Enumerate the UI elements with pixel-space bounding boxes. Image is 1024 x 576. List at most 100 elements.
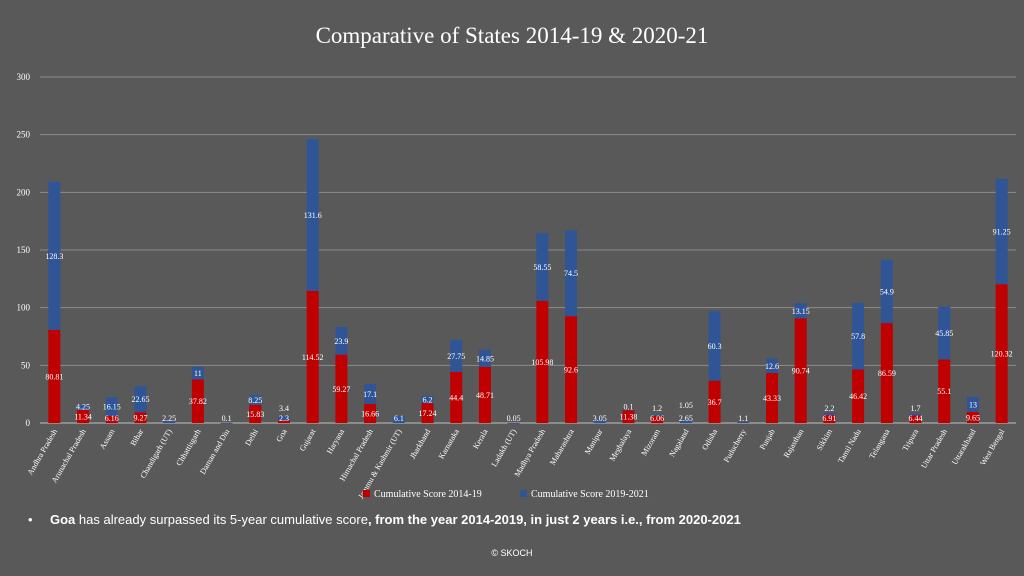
bar-2014-19 (651, 416, 664, 423)
bar-2014-19 (995, 284, 1008, 423)
data-label-2014-19: 9.65 (966, 413, 980, 422)
bar-2019-2021 (220, 422, 233, 424)
legend-swatch-2014-19 (363, 490, 370, 497)
note-state: Goa (50, 512, 76, 527)
data-label-2019-2021: 16.15 (103, 403, 121, 412)
data-label-2019-2021: 3.05 (593, 414, 607, 423)
x-tick-label: Uttarakhand (950, 428, 978, 467)
data-label-2019-2021: 13.15 (792, 307, 810, 316)
data-label-2014-19: 6.16 (105, 414, 119, 423)
data-label-2014-19: 36.7 (708, 398, 722, 407)
x-tick-label: Puducherry (722, 428, 748, 464)
data-label-2019-2021: 60.3 (708, 342, 722, 351)
data-label-2014-19: 90.74 (792, 367, 810, 376)
bar-2014-19 (421, 403, 434, 423)
data-label-2014-19: 6.44 (909, 414, 923, 423)
y-tick-label: 100 (17, 303, 31, 313)
data-label-2014-19: 16.66 (361, 409, 379, 418)
note-text: has already surpassed its 5-year cumulat… (75, 512, 368, 527)
bar-2019-2021 (364, 384, 377, 404)
bar-2014-19 (536, 300, 549, 423)
data-label-2014-19: 6.91 (822, 414, 836, 423)
bar-2019-2021 (880, 259, 893, 324)
x-tick-label: Tripura (901, 427, 921, 452)
x-tick-label: Kerala (471, 427, 490, 450)
x-tick-label: Jharkhand (408, 428, 432, 461)
data-label-2014-19: 48.71 (476, 391, 494, 400)
bar-2019-2021 (392, 415, 405, 423)
bullet-point: • (28, 512, 33, 527)
bar-2019-2021 (622, 409, 635, 411)
bar-2019-2021 (249, 395, 262, 405)
data-label-2019-2021: 2.65 (679, 414, 693, 423)
data-label-2014-19: 105.98 (531, 358, 553, 367)
data-label-2014-19: 44.4 (449, 393, 463, 402)
data-label-2019-2021: 17.1 (363, 390, 377, 399)
x-tick-label: Goa (274, 427, 289, 443)
bar-2014-19 (565, 316, 578, 423)
data-label-2019-2021: 0.1 (222, 414, 232, 423)
bar-2019-2021 (593, 419, 606, 423)
x-tick-label: Odisha (700, 427, 719, 452)
data-label-2019-2021: 128.3 (45, 252, 63, 261)
data-label-2014-19: 37.82 (189, 397, 207, 406)
bar-2019-2021 (737, 421, 750, 423)
x-tick-label: Andhra Pradesh (26, 428, 59, 477)
data-label-2014-19: 2.3 (279, 414, 289, 423)
x-tick-label: Maharashtra (548, 427, 576, 467)
legend-swatch-2019-2021 (520, 490, 527, 497)
x-tick-label: West Bengal (978, 427, 1006, 467)
data-label-2014-19: 46.42 (849, 392, 867, 401)
data-label-2019-2021: 6.1 (394, 414, 404, 423)
data-label-2019-2021: 14.85 (476, 354, 494, 363)
bar-2019-2021 (966, 396, 979, 412)
bar-2014-19 (909, 415, 922, 423)
x-tick-label: Meghalaya (608, 427, 634, 463)
bar-2019-2021 (909, 413, 922, 416)
bar-2019-2021 (823, 412, 836, 416)
bar-2019-2021 (995, 178, 1008, 285)
bar-2014-19 (450, 371, 463, 423)
x-tick-label: Rajasthan (782, 428, 806, 460)
bar-2014-19 (852, 369, 865, 423)
bar-2014-19 (364, 403, 377, 423)
bar-2014-19 (708, 380, 721, 423)
bar-2014-19 (766, 373, 778, 423)
x-tick-label: Gujarat (298, 427, 318, 453)
bar-2019-2021 (421, 395, 434, 404)
y-tick-label: 0 (26, 418, 31, 428)
data-label-2014-19: 11.38 (620, 412, 638, 421)
data-label-2014-19: 92.6 (564, 366, 578, 375)
data-label-2014-19: 59.27 (332, 385, 350, 394)
bar-2014-19 (105, 415, 118, 423)
x-tick-label: Ladakh (UT) (490, 427, 519, 468)
bar-2019-2021 (852, 302, 865, 370)
data-label-2019-2021: 74.5 (564, 269, 578, 278)
data-label-2019-2021: 4.25 (76, 402, 90, 411)
data-label-2014-19: 80.81 (45, 372, 63, 381)
x-tick-label: Chhattisgarh (174, 428, 202, 468)
x-tick-label: Chandigarh (UT) (138, 427, 174, 480)
data-label-2014-19: 55.1 (937, 387, 951, 396)
data-label-2014-19: 11.34 (74, 412, 92, 421)
data-label-2019-2021: 45.85 (935, 329, 953, 338)
data-label-2014-19: 114.52 (302, 353, 324, 362)
bar-2019-2021 (507, 422, 520, 424)
data-label-2019-2021: 23.9 (334, 337, 348, 346)
x-tick-label: Haryana (325, 427, 347, 455)
bar-2014-19 (622, 409, 635, 423)
data-label-2019-2021: 6.2 (423, 396, 433, 405)
data-label-2014-19: 17.24 (419, 409, 437, 418)
legend: Cumulative Score 2014-19 Cumulative Scor… (363, 489, 649, 500)
bar-2014-19 (938, 359, 951, 423)
bar-2019-2021 (77, 405, 90, 410)
x-tick-label: Madhya Pradesh (513, 428, 548, 479)
note-period: , from the year 2014-2019, in just 2 yea… (367, 512, 741, 527)
legend-label-2014-19: Cumulative Score 2014-19 (374, 489, 482, 500)
bar-2019-2021 (450, 339, 463, 372)
data-label-2019-2021: 1.1 (738, 414, 748, 423)
bar-2014-19 (335, 354, 348, 423)
bar-2014-19 (191, 379, 204, 423)
x-tick-label: Bihar (129, 427, 146, 447)
data-label-2014-19: 120.32 (991, 350, 1013, 359)
